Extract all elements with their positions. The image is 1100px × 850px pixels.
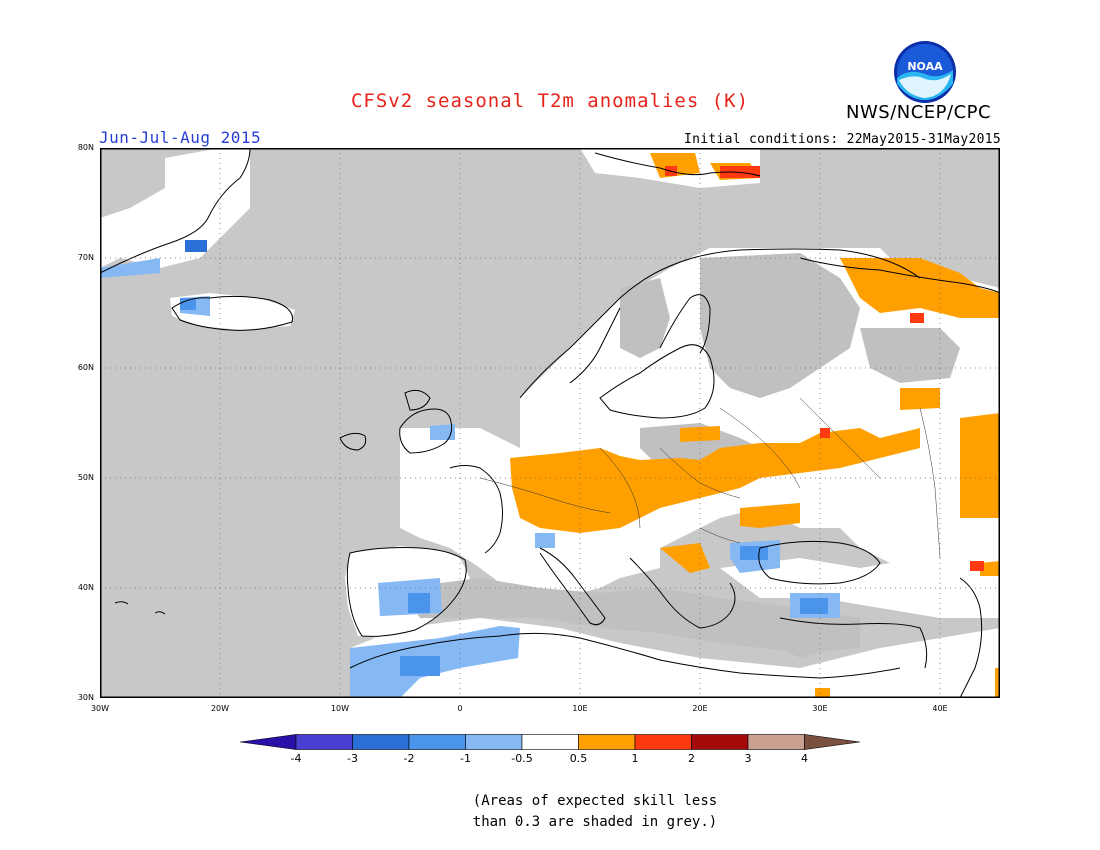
colorbar-segment: [408, 734, 466, 750]
colorbar-tick-label: 0.5: [569, 752, 588, 765]
y-tick-label: 80N: [77, 143, 94, 152]
colorbar-tick-label: -4: [290, 752, 302, 765]
colorbar-tick-label: -3: [347, 752, 358, 765]
colorbar-tick-label: 3: [744, 752, 752, 765]
cool-anomaly-core-areas: [180, 298, 828, 676]
x-tick-label: 40E: [932, 704, 948, 713]
colorbar-tick-label: -1: [460, 752, 471, 765]
logo-text: NOAA: [907, 60, 943, 73]
anomaly-map: [100, 148, 1000, 698]
skill-note-line-1: (Areas of expected skill less: [472, 793, 718, 809]
x-tick-label: 30E: [812, 704, 828, 713]
x-tick-label: 0: [457, 704, 463, 713]
y-tick-label: 50N: [77, 473, 94, 482]
colorbar-tick-label: 1: [631, 752, 639, 765]
colorbar-tick-label: 4: [801, 752, 808, 765]
y-tick-label: 40N: [77, 583, 94, 592]
coastlines: [100, 148, 1000, 698]
x-tick-label: 10W: [330, 704, 350, 713]
colorbar-segment: [295, 734, 353, 750]
agency-label: NWS/NCEP/CPC: [846, 102, 992, 123]
colorbar-segment: [634, 734, 692, 750]
colorbar-segment: [691, 734, 749, 750]
x-tick-label: 30W: [90, 704, 110, 713]
colorbar-segment: [465, 734, 523, 750]
colorbar: [240, 734, 860, 750]
colorbar-segment: [240, 734, 297, 750]
noaa-logo-icon: NOAA: [894, 41, 956, 103]
x-tick-label: 10E: [572, 704, 588, 713]
colorbar-segment: [804, 734, 860, 750]
x-tick-label: 20E: [692, 704, 708, 713]
colorbar-segment: [578, 734, 636, 750]
initial-conditions-label: Initial conditions: 22May2015-31May2015: [684, 132, 1001, 147]
skill-note: (Areas of expected skill less than 0.3 a…: [0, 791, 1100, 833]
cool-anomaly-strong-areas: [185, 240, 207, 252]
gridlines: [100, 148, 1000, 698]
y-tick-label: 70N: [77, 253, 94, 262]
y-tick-label: 30N: [77, 693, 94, 702]
season-label: Jun-Jul-Aug 2015: [99, 128, 262, 147]
colorbar-segment: [747, 734, 805, 750]
colorbar-tick-label: -2: [403, 752, 415, 765]
map-frame: [100, 148, 1000, 698]
colorbar-tick-label: -0.5: [511, 752, 533, 765]
colorbar-segment: [352, 734, 410, 750]
y-tick-label: 60N: [77, 363, 94, 372]
x-tick-label: 20W: [210, 704, 230, 713]
colorbar-tick-label: 2: [688, 752, 695, 765]
colorbar-segment: [521, 734, 579, 750]
chart-title: CFSv2 seasonal T2m anomalies (K): [350, 90, 750, 112]
skill-note-line-2: than 0.3 are shaded in grey.): [472, 814, 718, 830]
